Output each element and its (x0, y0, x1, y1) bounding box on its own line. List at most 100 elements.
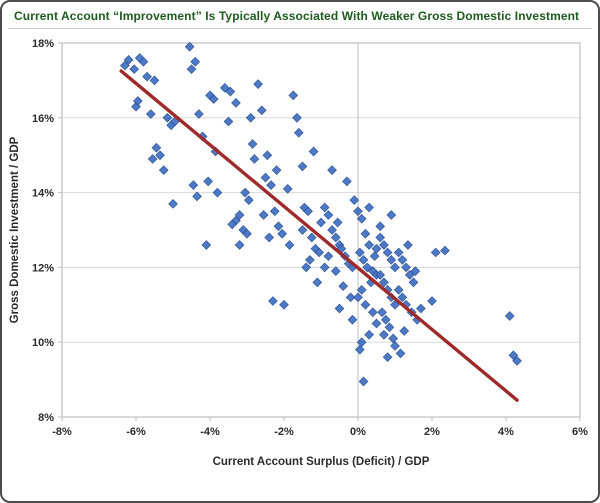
scatter-point (358, 255, 369, 265)
scatter-point (364, 240, 374, 250)
plot-border (61, 42, 581, 418)
scatter-point (323, 210, 334, 220)
scatter-point (354, 247, 365, 258)
x-tick-label: -4% (200, 426, 220, 438)
scatter-point (319, 262, 330, 273)
scatter-point (242, 228, 252, 239)
scatter-point (440, 245, 450, 256)
scatter-point (371, 243, 382, 254)
scatter-point (397, 255, 408, 265)
x-tick-label: -8% (52, 426, 72, 438)
chart-title: Current Account “Improvement” Is Typical… (14, 9, 580, 23)
scatter-point (132, 96, 143, 106)
scatter-point (151, 142, 162, 153)
scatter-point (234, 240, 245, 250)
scatter-point (288, 90, 299, 101)
scatter-point (367, 307, 378, 318)
y-tick-label: 12% (32, 262, 54, 274)
scatter-point (345, 292, 356, 303)
scatter-point (212, 187, 223, 198)
scatter-point (203, 176, 214, 187)
scatter-point (188, 180, 199, 190)
scatter-point (395, 348, 406, 359)
scatter-point (138, 56, 149, 67)
scatter-point (356, 213, 367, 224)
scatter-point (362, 262, 373, 273)
y-tick-label: 8% (38, 412, 54, 424)
scatter-plot-canvas: -8% -6% -4% -2% 0% 2% 4% 6% 8% 10% 12% 14% 16% 18% Cur… (9, 38, 588, 468)
scatter-point (377, 307, 387, 318)
scatter-point (375, 270, 386, 280)
scatter-point (158, 165, 169, 176)
scatter-point (240, 187, 251, 198)
scatter-point (145, 109, 156, 119)
scatter-point (408, 277, 419, 288)
scatter-point (360, 299, 371, 310)
scatter-point (330, 266, 341, 277)
scatter-point (323, 251, 334, 262)
scatter-point (253, 79, 263, 90)
scatter-point (330, 232, 341, 243)
y-tick-label: 10% (32, 337, 54, 349)
scatter-point (142, 71, 152, 82)
scatter-point (269, 206, 280, 217)
scatter-point (380, 314, 391, 325)
scatter-point (223, 116, 234, 127)
scatter-point (225, 86, 236, 97)
scatter-point (282, 183, 293, 194)
scatter-point (277, 228, 288, 239)
scatter-point (293, 127, 304, 138)
scatter-point (260, 172, 271, 183)
scatter-point (297, 225, 308, 235)
scatter-point (308, 146, 319, 157)
scatter-point (379, 240, 389, 250)
scatter-point (312, 277, 323, 288)
scatter-point (364, 202, 374, 213)
scatter-point (208, 94, 219, 104)
scatter-point (416, 303, 426, 314)
scatter-point (279, 299, 289, 310)
scatter-point (327, 225, 337, 235)
scatter-point (266, 180, 276, 190)
scatter-point (201, 240, 212, 250)
scatter-point (303, 206, 313, 217)
scatter-point (249, 154, 260, 164)
x-tick-label: 6% (572, 426, 588, 438)
scatter-point (297, 161, 308, 172)
scatter-point (234, 210, 245, 220)
scatter-point (129, 64, 140, 75)
scatter-point (284, 240, 295, 250)
scatter-point (334, 303, 345, 314)
scatter-point (382, 352, 393, 363)
scatter-point (427, 296, 437, 306)
scatter-point (256, 105, 267, 116)
scatter-point (504, 311, 515, 321)
scatter-point (403, 240, 413, 250)
scatter-point (364, 329, 374, 340)
scatter-point (353, 292, 363, 303)
scatter-point (123, 54, 134, 65)
scatter-point (264, 232, 275, 243)
scatter-point (231, 97, 241, 108)
scatter-point (273, 221, 284, 232)
y-tick-label: 14% (32, 188, 54, 200)
x-tick-label: -2% (274, 426, 294, 438)
scatter-point (243, 195, 254, 205)
scatter-point (258, 210, 269, 220)
scatter-point (332, 217, 343, 228)
scatter-point (356, 337, 367, 348)
x-tick-label: 0% (350, 426, 366, 438)
scatter-point (390, 262, 400, 273)
scatter-point (404, 270, 415, 280)
scatter-point (369, 251, 380, 262)
scatter-point (306, 232, 317, 243)
plot-area: -8% -6% -4% -2% 0% 2% 4% 6% 8% 10% 12% 14% 16% 18% Cur… (2, 29, 598, 489)
scatter-point (338, 281, 349, 291)
scatter-point (247, 139, 258, 149)
scatter-point (314, 247, 325, 258)
scatter-point (162, 112, 173, 123)
scatter-point (384, 322, 395, 333)
scatter-point (301, 262, 312, 273)
scatter-point (227, 219, 238, 230)
